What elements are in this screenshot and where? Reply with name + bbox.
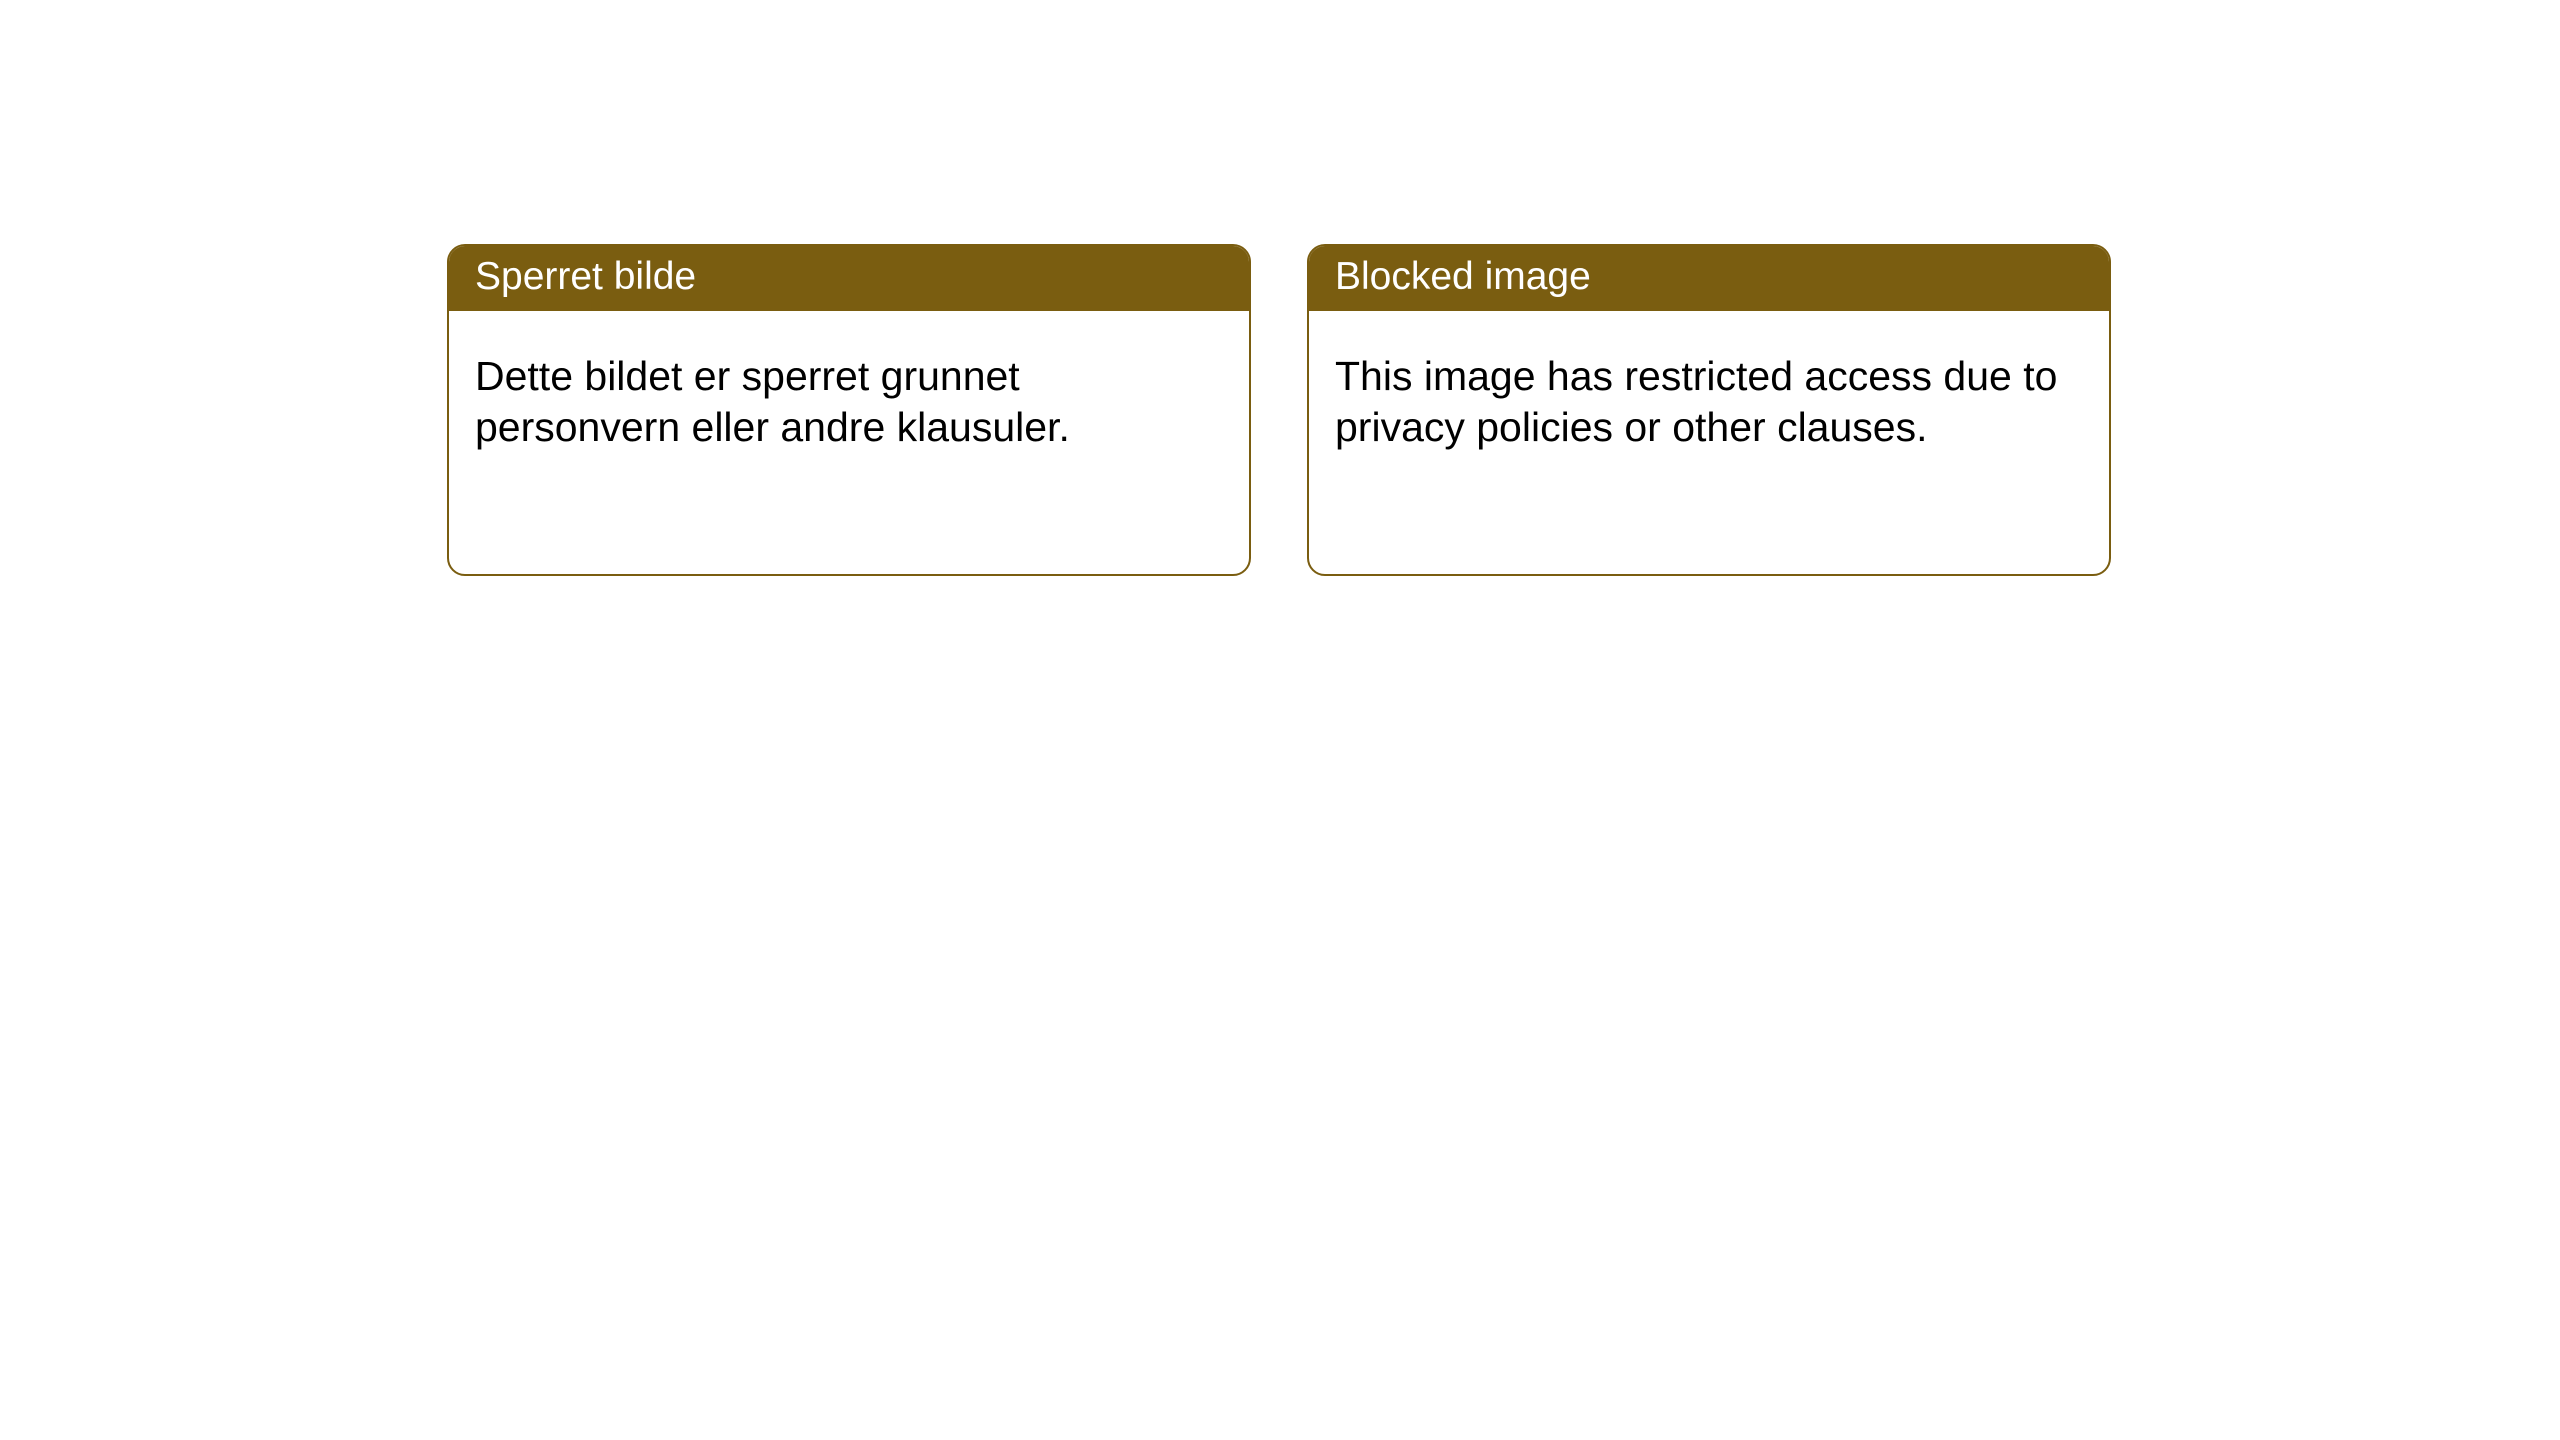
notice-body: This image has restricted access due to …	[1309, 311, 2109, 480]
notice-box-english: Blocked image This image has restricted …	[1307, 244, 2111, 576]
notice-message: This image has restricted access due to …	[1335, 353, 2057, 451]
notice-box-norwegian: Sperret bilde Dette bildet er sperret gr…	[447, 244, 1251, 576]
notice-header: Blocked image	[1309, 246, 2109, 311]
notice-body: Dette bildet er sperret grunnet personve…	[449, 311, 1249, 480]
notice-title: Sperret bilde	[475, 255, 696, 298]
notice-header: Sperret bilde	[449, 246, 1249, 311]
notice-title: Blocked image	[1335, 255, 1591, 298]
notice-message: Dette bildet er sperret grunnet personve…	[475, 353, 1070, 451]
notice-container: Sperret bilde Dette bildet er sperret gr…	[0, 0, 2560, 576]
